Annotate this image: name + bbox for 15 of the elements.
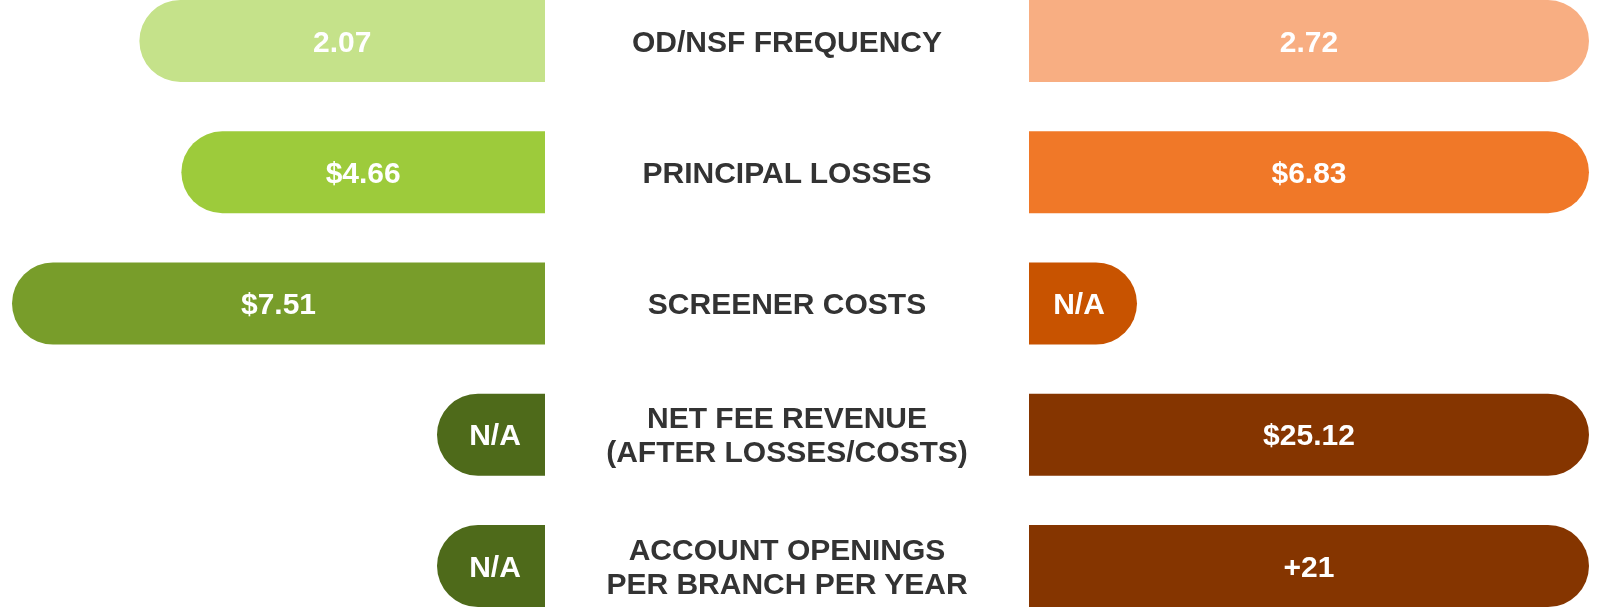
data-label: $25.12 <box>1263 418 1355 452</box>
data-label: N/A <box>1053 287 1105 320</box>
data-label: N/A <box>469 549 521 583</box>
data-label: +21 <box>1283 549 1335 583</box>
data-label: N/A <box>469 418 521 452</box>
category-label: ACCOUNT OPENINGS PER BRANCH PER YEAR <box>606 532 968 600</box>
category-label: PRINCIPAL LOSSES <box>642 155 932 189</box>
category-label: NET FEE REVENUE (AFTER LOSSES/COSTS) <box>606 401 968 469</box>
category-label: SCREENER COSTS <box>647 287 927 320</box>
category-label: OD/NSF FREQUENCY <box>631 24 943 58</box>
data-label: $4.66 <box>325 155 401 189</box>
data-label: $7.51 <box>240 287 317 320</box>
data-label: 2.72 <box>1279 24 1339 58</box>
data-label: $6.83 <box>1271 155 1347 189</box>
data-label: 2.07 <box>312 24 372 58</box>
